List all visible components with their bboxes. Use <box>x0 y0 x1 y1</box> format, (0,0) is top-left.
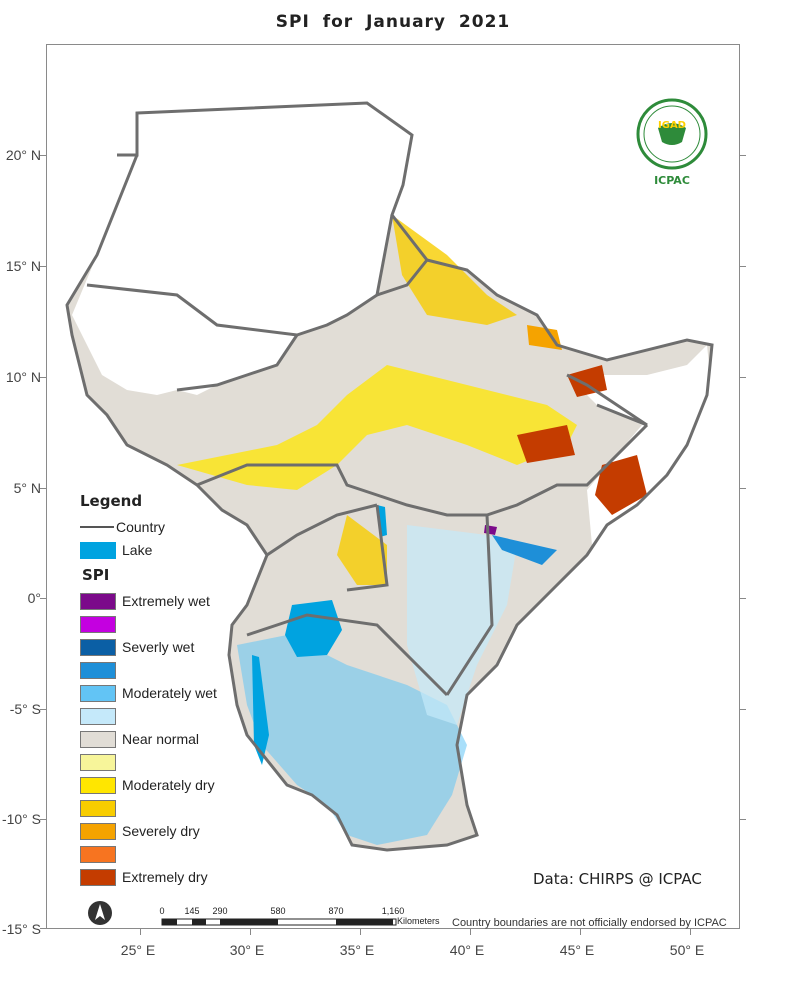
scale-label: 870 <box>328 906 344 916</box>
legend-country-label: Country <box>116 519 166 535</box>
lon-label: 35° E <box>339 942 375 958</box>
spi-legend-row: Extremely wet <box>80 592 210 610</box>
spi-swatch <box>80 822 116 840</box>
spi-swatch <box>80 730 116 748</box>
spi-legend-label: Severly wet <box>122 639 195 655</box>
lat-label: -15° S <box>1 921 41 937</box>
map-title: SPI for January 2021 <box>275 12 511 32</box>
region-dry-belt <box>177 365 577 490</box>
spi-swatch <box>80 592 116 610</box>
spi-legend-row <box>80 615 122 633</box>
spi-legend-label: Extremely dry <box>122 869 208 885</box>
country-boundaries <box>65 101 714 852</box>
spi-legend-label: Extremely wet <box>122 593 210 609</box>
lon-label: 30° E <box>229 942 265 958</box>
spi-swatch <box>80 615 116 633</box>
lat-label: 10° N <box>5 369 41 385</box>
scale-label: 1,160 <box>381 906 405 916</box>
spi-swatch <box>80 661 116 679</box>
scale-label: 0 <box>159 906 165 916</box>
spi-legend-row <box>80 707 122 725</box>
spi-legend-label: Moderately wet <box>122 685 217 701</box>
lat-label: -10° S <box>1 811 41 827</box>
spi-legend-row <box>80 799 122 817</box>
legend-lake-label: Lake <box>122 542 153 558</box>
spi-map <box>65 101 714 852</box>
lon-label: 45° E <box>559 942 595 958</box>
map-frame <box>46 44 740 929</box>
lat-label: 5° N <box>13 480 41 496</box>
logo-top-text: IGAD <box>658 120 686 131</box>
legend-country: Country <box>80 518 165 536</box>
north-arrow-icon <box>88 901 112 925</box>
spi-legend-row: Moderately dry <box>80 776 215 794</box>
region-wet-tanzania <box>237 635 467 845</box>
lat-label: 20° N <box>5 147 41 163</box>
spi-legend-row <box>80 753 122 771</box>
region-severe-wet <box>492 535 557 565</box>
spi-legend-row <box>80 845 122 863</box>
spi-legend-row <box>80 661 122 679</box>
icpac-logo: IGAD ICPAC <box>632 98 712 188</box>
spi-legend-row: Severly wet <box>80 638 194 656</box>
legend-lake: Lake <box>80 541 152 559</box>
lat-label: 15° N <box>5 258 41 274</box>
data-credit: Data: CHIRPS @ ICPAC <box>533 870 702 888</box>
lon-label: 40° E <box>449 942 485 958</box>
lat-label: -5° S <box>9 701 41 717</box>
scale-label: 290 <box>212 906 228 916</box>
lat-label: 0° <box>27 590 41 606</box>
spi-swatch <box>80 753 116 771</box>
lon-label: 50° E <box>669 942 705 958</box>
country-line-icon <box>80 526 114 528</box>
disclaimer: Country boundaries are not officially en… <box>452 917 727 929</box>
region-extreme-dry-1 <box>567 365 607 397</box>
scale-label: 145 <box>184 906 200 916</box>
region-dry-eritrea <box>392 215 517 325</box>
lake-victoria <box>285 600 342 657</box>
spi-swatch <box>80 707 116 725</box>
spi-legend-row: Severely dry <box>80 822 200 840</box>
scale-label: 580 <box>270 906 286 916</box>
lon-label: 25° E <box>120 942 156 958</box>
spi-legend-label: Severely dry <box>122 823 200 839</box>
spi-legend-label: Near normal <box>122 731 200 747</box>
spi-swatch <box>80 845 116 863</box>
scale-bar: 0 145 290 580 870 1,160 Kilometers <box>159 906 439 932</box>
region-severe-dry <box>527 325 562 350</box>
lake-swatch <box>80 541 116 559</box>
spi-swatch <box>80 799 116 817</box>
spi-legend-row: Near normal <box>80 730 199 748</box>
lake-tanganyika <box>252 655 269 765</box>
spi-legend-label: Moderately dry <box>122 777 215 793</box>
spi-swatch <box>80 638 116 656</box>
region-extreme-dry-2 <box>595 455 647 515</box>
spi-title: SPI <box>82 566 110 584</box>
spi-swatch <box>80 868 116 886</box>
region-dry-kenya <box>337 515 387 585</box>
scale-unit: Kilometers <box>397 916 440 926</box>
spi-legend-row: Extremely dry <box>80 868 208 886</box>
logo-bottom-text: ICPAC <box>654 174 690 187</box>
region-sudan <box>72 103 412 395</box>
legend-title: Legend <box>80 492 143 510</box>
spi-swatch <box>80 684 116 702</box>
spi-swatch <box>80 776 116 794</box>
spi-legend-row: Moderately wet <box>80 684 217 702</box>
region-extreme-dry-3 <box>517 425 575 463</box>
